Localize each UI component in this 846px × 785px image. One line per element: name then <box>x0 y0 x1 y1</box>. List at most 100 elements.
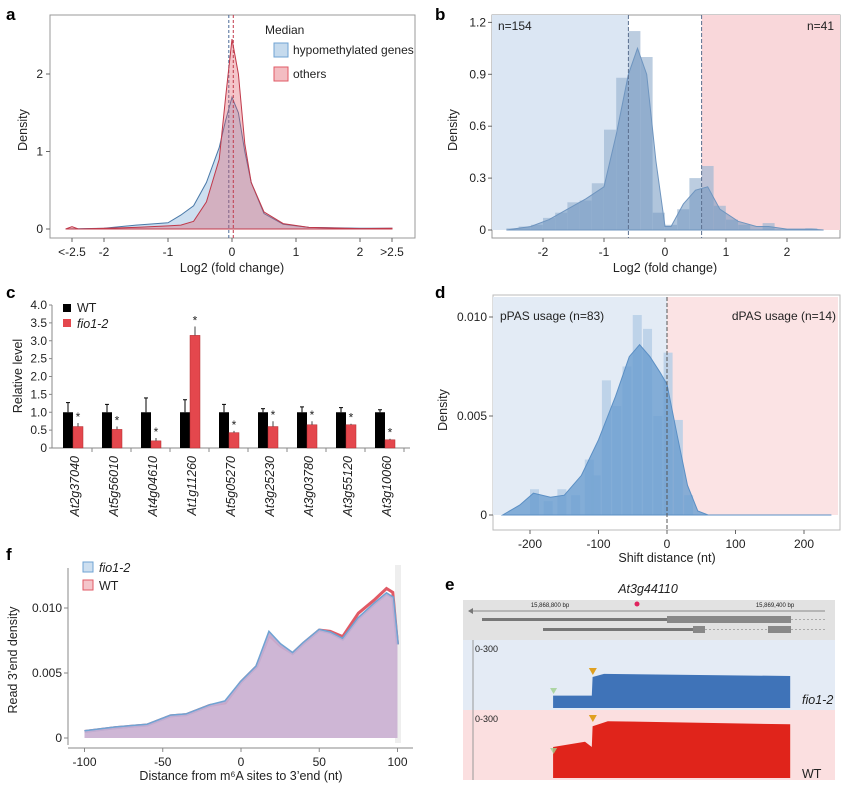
x-tick-label: 0 <box>664 537 671 551</box>
panel-a-density-chart: <-2.5 -2 -1 0 1 2 >2.5 0 1 2 Log2 (fold change) Den… <box>16 14 416 275</box>
significance-star: * <box>388 426 393 440</box>
bar-wt <box>141 412 151 448</box>
upregulated-region <box>701 15 840 230</box>
category-label: At3g55120 <box>341 456 355 518</box>
x-tick-label: >2.5 <box>380 245 404 259</box>
significance-star: * <box>193 313 198 327</box>
dpas-count-label: dPAS usage (n=14) <box>732 309 836 323</box>
x-tick-label: -100 <box>72 755 96 769</box>
transcript-2-exon <box>693 626 705 633</box>
y-tick-label: 0 <box>40 441 47 455</box>
y-tick-label: 0.6 <box>469 119 486 133</box>
panel-label-e: e <box>445 575 454 594</box>
significance-star: * <box>76 410 81 424</box>
bar-wt <box>102 412 112 448</box>
significance-star: * <box>115 414 120 428</box>
coverage-area-WT <box>553 721 791 778</box>
x-tick-label: 2 <box>357 245 364 259</box>
y-tick-label: 0 <box>479 223 486 237</box>
x-axis-label: Log2 (fold change) <box>613 261 717 275</box>
count-label-down: n=154 <box>498 19 532 33</box>
panel-d-density-chart: pPAS usage (n=83) dPAS usage (n=14) -200 -1… <box>436 294 841 565</box>
legend-swatch-fio1-2 <box>63 319 71 327</box>
x-tick-label: -2 <box>538 245 549 259</box>
significance-star: * <box>154 425 159 439</box>
density-area <box>506 46 824 231</box>
x-tick-label: 0 <box>238 755 245 769</box>
bar-fio1-2 <box>384 439 396 449</box>
legend-swatch-wt <box>63 304 71 312</box>
panel-f-density-chart: -100 -50 0 50 100 0 0.005 0.010 Distance from m⁶… <box>6 561 413 783</box>
legend-swatch-fio1-2 <box>82 561 94 573</box>
density-area-others <box>65 39 393 230</box>
bar-wt <box>375 412 385 448</box>
bar-fio1-2 <box>189 335 201 449</box>
panel-label-c: c <box>6 283 15 302</box>
bar-wt <box>180 412 190 448</box>
transcript-1-intron <box>482 618 667 621</box>
y-tick-label: 0.9 <box>469 67 486 81</box>
bar-wt <box>63 412 73 448</box>
legend-label-fio1-2: fio1-2 <box>77 317 108 331</box>
significance-star: * <box>271 408 276 422</box>
y-tick-label: 0.5 <box>30 423 47 437</box>
category-label: At4g04610 <box>146 456 160 518</box>
panel-e-genome-tracks: At3g44110 15,868,800 bp 15,869,400 bp 0-300… <box>463 582 835 781</box>
bar-fio1-2 <box>111 429 123 449</box>
y-tick-label: 0 <box>55 731 62 745</box>
orange-triangle-marker-icon <box>588 668 597 675</box>
category-label: At3g10060 <box>380 456 394 518</box>
y-tick-label: 0 <box>480 508 487 522</box>
x-tick-label: 100 <box>387 755 407 769</box>
x-tick-label: -1 <box>163 245 174 259</box>
coordinate-label: 15,869,400 bp <box>756 603 795 609</box>
y-tick-label: 0.010 <box>32 601 62 615</box>
category-label: At1g11260 <box>185 456 199 517</box>
category-label: At3g03780 <box>302 456 316 518</box>
x-tick-label: -200 <box>518 537 542 551</box>
x-axis-label: Log2 (fold change) <box>180 261 284 275</box>
track-scale-label: 0-300 <box>475 644 498 654</box>
bar-fio1-2 <box>345 424 357 449</box>
x-tick-label: -50 <box>154 755 172 769</box>
y-tick-label: 0.010 <box>457 310 487 324</box>
y-tick-label: 3.0 <box>30 334 47 348</box>
bar-wt <box>336 412 346 448</box>
green-triangle-marker-icon <box>550 748 558 754</box>
category-label: At3g25230 <box>263 456 277 518</box>
x-axis-label: Shift distance (nt) <box>618 551 715 565</box>
x-tick-label: 0 <box>229 245 236 259</box>
x-tick-label: 1 <box>723 245 730 259</box>
bar-fio1-2 <box>306 424 318 449</box>
legend-label-wt: WT <box>77 301 97 315</box>
bar-fio1-2 <box>72 426 84 449</box>
y-tick-label: 4.0 <box>30 298 47 312</box>
category-label: At5g05270 <box>224 456 238 518</box>
panel-b-density-chart: n=154 n=41 -2 -1 0 1 2 0 0.3 0.6 0.9 1.2 Log2 (fold … <box>446 14 841 275</box>
legend-swatch-WT <box>82 579 94 591</box>
y-tick-label: 0.005 <box>32 666 62 680</box>
bar-wt <box>297 412 307 448</box>
y-tick-label: 0 <box>36 222 43 236</box>
panel-label-d: d <box>435 283 445 302</box>
legend-label-fio1-2: fio1-2 <box>99 561 130 575</box>
significance-star: * <box>232 418 237 432</box>
y-axis-label: Density <box>436 388 450 430</box>
legend-label: hypomethylated genes <box>293 43 414 57</box>
track-name-label: WT <box>802 767 822 781</box>
dpas-region <box>667 297 838 515</box>
legend-label-WT: WT <box>99 579 119 593</box>
x-tick-label: <-2.5 <box>58 245 86 259</box>
panel-label-a: a <box>6 5 16 24</box>
transcript-1-exon <box>667 616 791 623</box>
significance-star: * <box>349 411 354 425</box>
x-tick-label: 50 <box>313 755 327 769</box>
y-tick-label: 1.0 <box>30 405 47 419</box>
y-tick-label: 1 <box>36 145 43 159</box>
coverage-area-fio1-2 <box>553 673 791 708</box>
plot-frame <box>49 14 416 239</box>
gene-title: At3g44110 <box>617 582 678 596</box>
y-tick-label: 3.5 <box>30 316 47 330</box>
legend-swatch <box>273 66 289 82</box>
x-tick-label: 2 <box>784 245 791 259</box>
